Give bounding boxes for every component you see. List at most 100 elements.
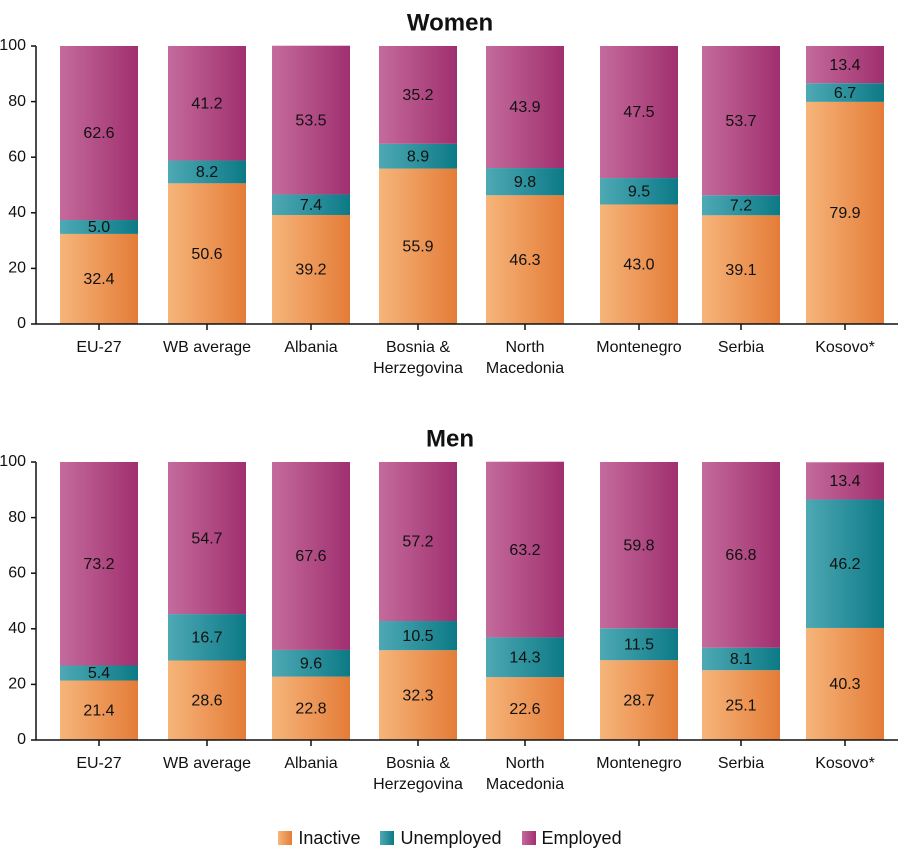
legend: Inactive Unemployed Employed: [0, 826, 900, 850]
women-bar-employed: [272, 45, 350, 195]
men-bar-inactive: [806, 627, 884, 740]
men-data-label-inactive: 28.7: [623, 692, 654, 709]
women-data-label-inactive: 39.2: [295, 262, 326, 279]
men-data-label-unemployed: 10.5: [402, 628, 433, 645]
women-data-label-employed: 13.4: [829, 57, 860, 74]
men-data-label-employed: 66.8: [725, 547, 756, 564]
women-data-label-employed: 35.2: [402, 87, 433, 104]
men-data-label-unemployed: 11.5: [624, 636, 654, 653]
women-chart-title: Women: [407, 9, 493, 36]
women-x-tick-label: Montenegro: [596, 339, 681, 356]
women-bar-unemployed: [806, 83, 884, 102]
women-bar-employed: [379, 46, 457, 144]
women-bar-inactive: [272, 215, 350, 324]
women-x-tick-label: WB average: [163, 339, 251, 356]
women-x-tick-label: Serbia: [718, 339, 764, 356]
women-bar-inactive: [806, 101, 884, 325]
women-x-tick-label: Macedonia: [486, 360, 564, 377]
men-y-tick-label: 60: [8, 564, 26, 581]
men-x-tick-label: WB average: [163, 755, 251, 772]
men-y-tick-label: 40: [8, 620, 26, 637]
women-bar-employed: [806, 46, 884, 84]
men-x-tick-label: Albania: [284, 755, 337, 772]
women-bar-employed: [168, 46, 246, 161]
women-bar-employed: [486, 46, 564, 169]
men-data-label-employed: 13.4: [829, 473, 860, 490]
men-bar-employed: [702, 462, 780, 648]
men-x-tick-label: Serbia: [718, 755, 764, 772]
women-bar-inactive: [60, 233, 138, 324]
women-bar-employed: [600, 46, 678, 179]
women-data-label-inactive: 79.9: [829, 205, 860, 222]
women-bar-employed: [702, 46, 780, 196]
legend-item-unemployed: Unemployed: [380, 828, 502, 849]
men-chart-title: Men: [426, 425, 474, 452]
men-bar-inactive: [379, 650, 457, 740]
women-data-label-unemployed: 7.4: [300, 197, 322, 214]
legend-item-inactive: Inactive: [278, 828, 360, 849]
women-x-tick-label: Albania: [284, 339, 337, 356]
men-data-label-inactive: 22.6: [509, 701, 540, 718]
men-x-tick-label: EU-27: [76, 755, 121, 772]
women-bar-unemployed: [702, 195, 780, 216]
men-bar-inactive: [600, 660, 678, 740]
men-x-tick-label: Bosnia &: [386, 755, 450, 772]
women-data-label-unemployed: 9.8: [514, 174, 536, 191]
men-data-label-employed: 54.7: [191, 530, 222, 547]
women-data-label-inactive: 46.3: [509, 252, 540, 269]
men-bar-unemployed: [272, 649, 350, 677]
women-data-label-inactive: 39.1: [725, 262, 756, 279]
women-data-label-inactive: 43.0: [623, 256, 654, 273]
men-data-label-unemployed: 14.3: [509, 650, 540, 667]
men-data-label-employed: 67.6: [295, 548, 326, 565]
women-data-label-unemployed: 7.2: [730, 198, 752, 215]
women-data-label-inactive: 55.9: [402, 239, 433, 256]
men-bar-employed: [486, 461, 564, 638]
women-bar-unemployed: [600, 178, 678, 205]
men-bar-unemployed: [600, 628, 678, 661]
women-bar-inactive: [600, 204, 678, 324]
men-bar-unemployed: [379, 621, 457, 651]
women-data-label-employed: 41.2: [191, 95, 222, 112]
legend-label-employed: Employed: [541, 827, 622, 848]
women-y-tick-label: 40: [8, 204, 26, 221]
legend-label-inactive: Inactive: [298, 827, 361, 848]
women-data-label-unemployed: 8.2: [196, 164, 218, 181]
women-x-tick-label: Bosnia &: [386, 339, 450, 356]
men-bar-unemployed: [168, 614, 246, 661]
men-bar-inactive: [272, 676, 350, 740]
men-bar-employed: [600, 462, 678, 629]
women-data-label-unemployed: 8.9: [407, 148, 429, 165]
men-y-tick-label: 80: [8, 509, 26, 526]
men-data-label-inactive: 40.3: [829, 676, 860, 693]
legend-item-employed: Employed: [521, 827, 622, 849]
men-data-label-unemployed: 8.1: [730, 651, 752, 668]
women-data-label-inactive: 32.4: [83, 271, 114, 288]
women-data-label-unemployed: 9.5: [628, 183, 650, 200]
women-bar-inactive: [168, 183, 246, 324]
women-x-tick-label: Kosovo*: [815, 339, 875, 356]
men-x-tick-label: Montenegro: [596, 755, 681, 772]
women-bar-unemployed: [379, 143, 457, 169]
men-bar-inactive: [60, 680, 138, 740]
men-data-label-employed: 73.2: [83, 556, 114, 573]
women-x-tick-label: EU-27: [76, 339, 121, 356]
men-bar-employed: [168, 462, 246, 615]
women-bar-inactive: [379, 168, 457, 324]
women-x-tick-label: Herzegovina: [373, 360, 463, 377]
men-bar-unemployed: [60, 665, 138, 681]
women-y-tick-label: 100: [0, 37, 26, 54]
men-x-tick-label: Herzegovina: [373, 776, 463, 793]
women-y-tick-label: 0: [17, 315, 26, 332]
men-y-tick-label: 100: [0, 453, 26, 470]
men-bar-employed: [806, 462, 884, 500]
legend-swatch-inactive: [278, 831, 293, 845]
women-bar-unemployed: [60, 220, 138, 234]
women-bar-inactive: [702, 215, 780, 324]
women-data-label-employed: 53.7: [725, 113, 756, 130]
men-bar-unemployed: [702, 647, 780, 671]
men-data-label-unemployed: 5.4: [88, 665, 110, 682]
men-x-tick-label: Kosovo*: [815, 755, 875, 772]
men-x-tick-label: North: [505, 755, 544, 772]
women-bar-unemployed: [168, 160, 246, 184]
